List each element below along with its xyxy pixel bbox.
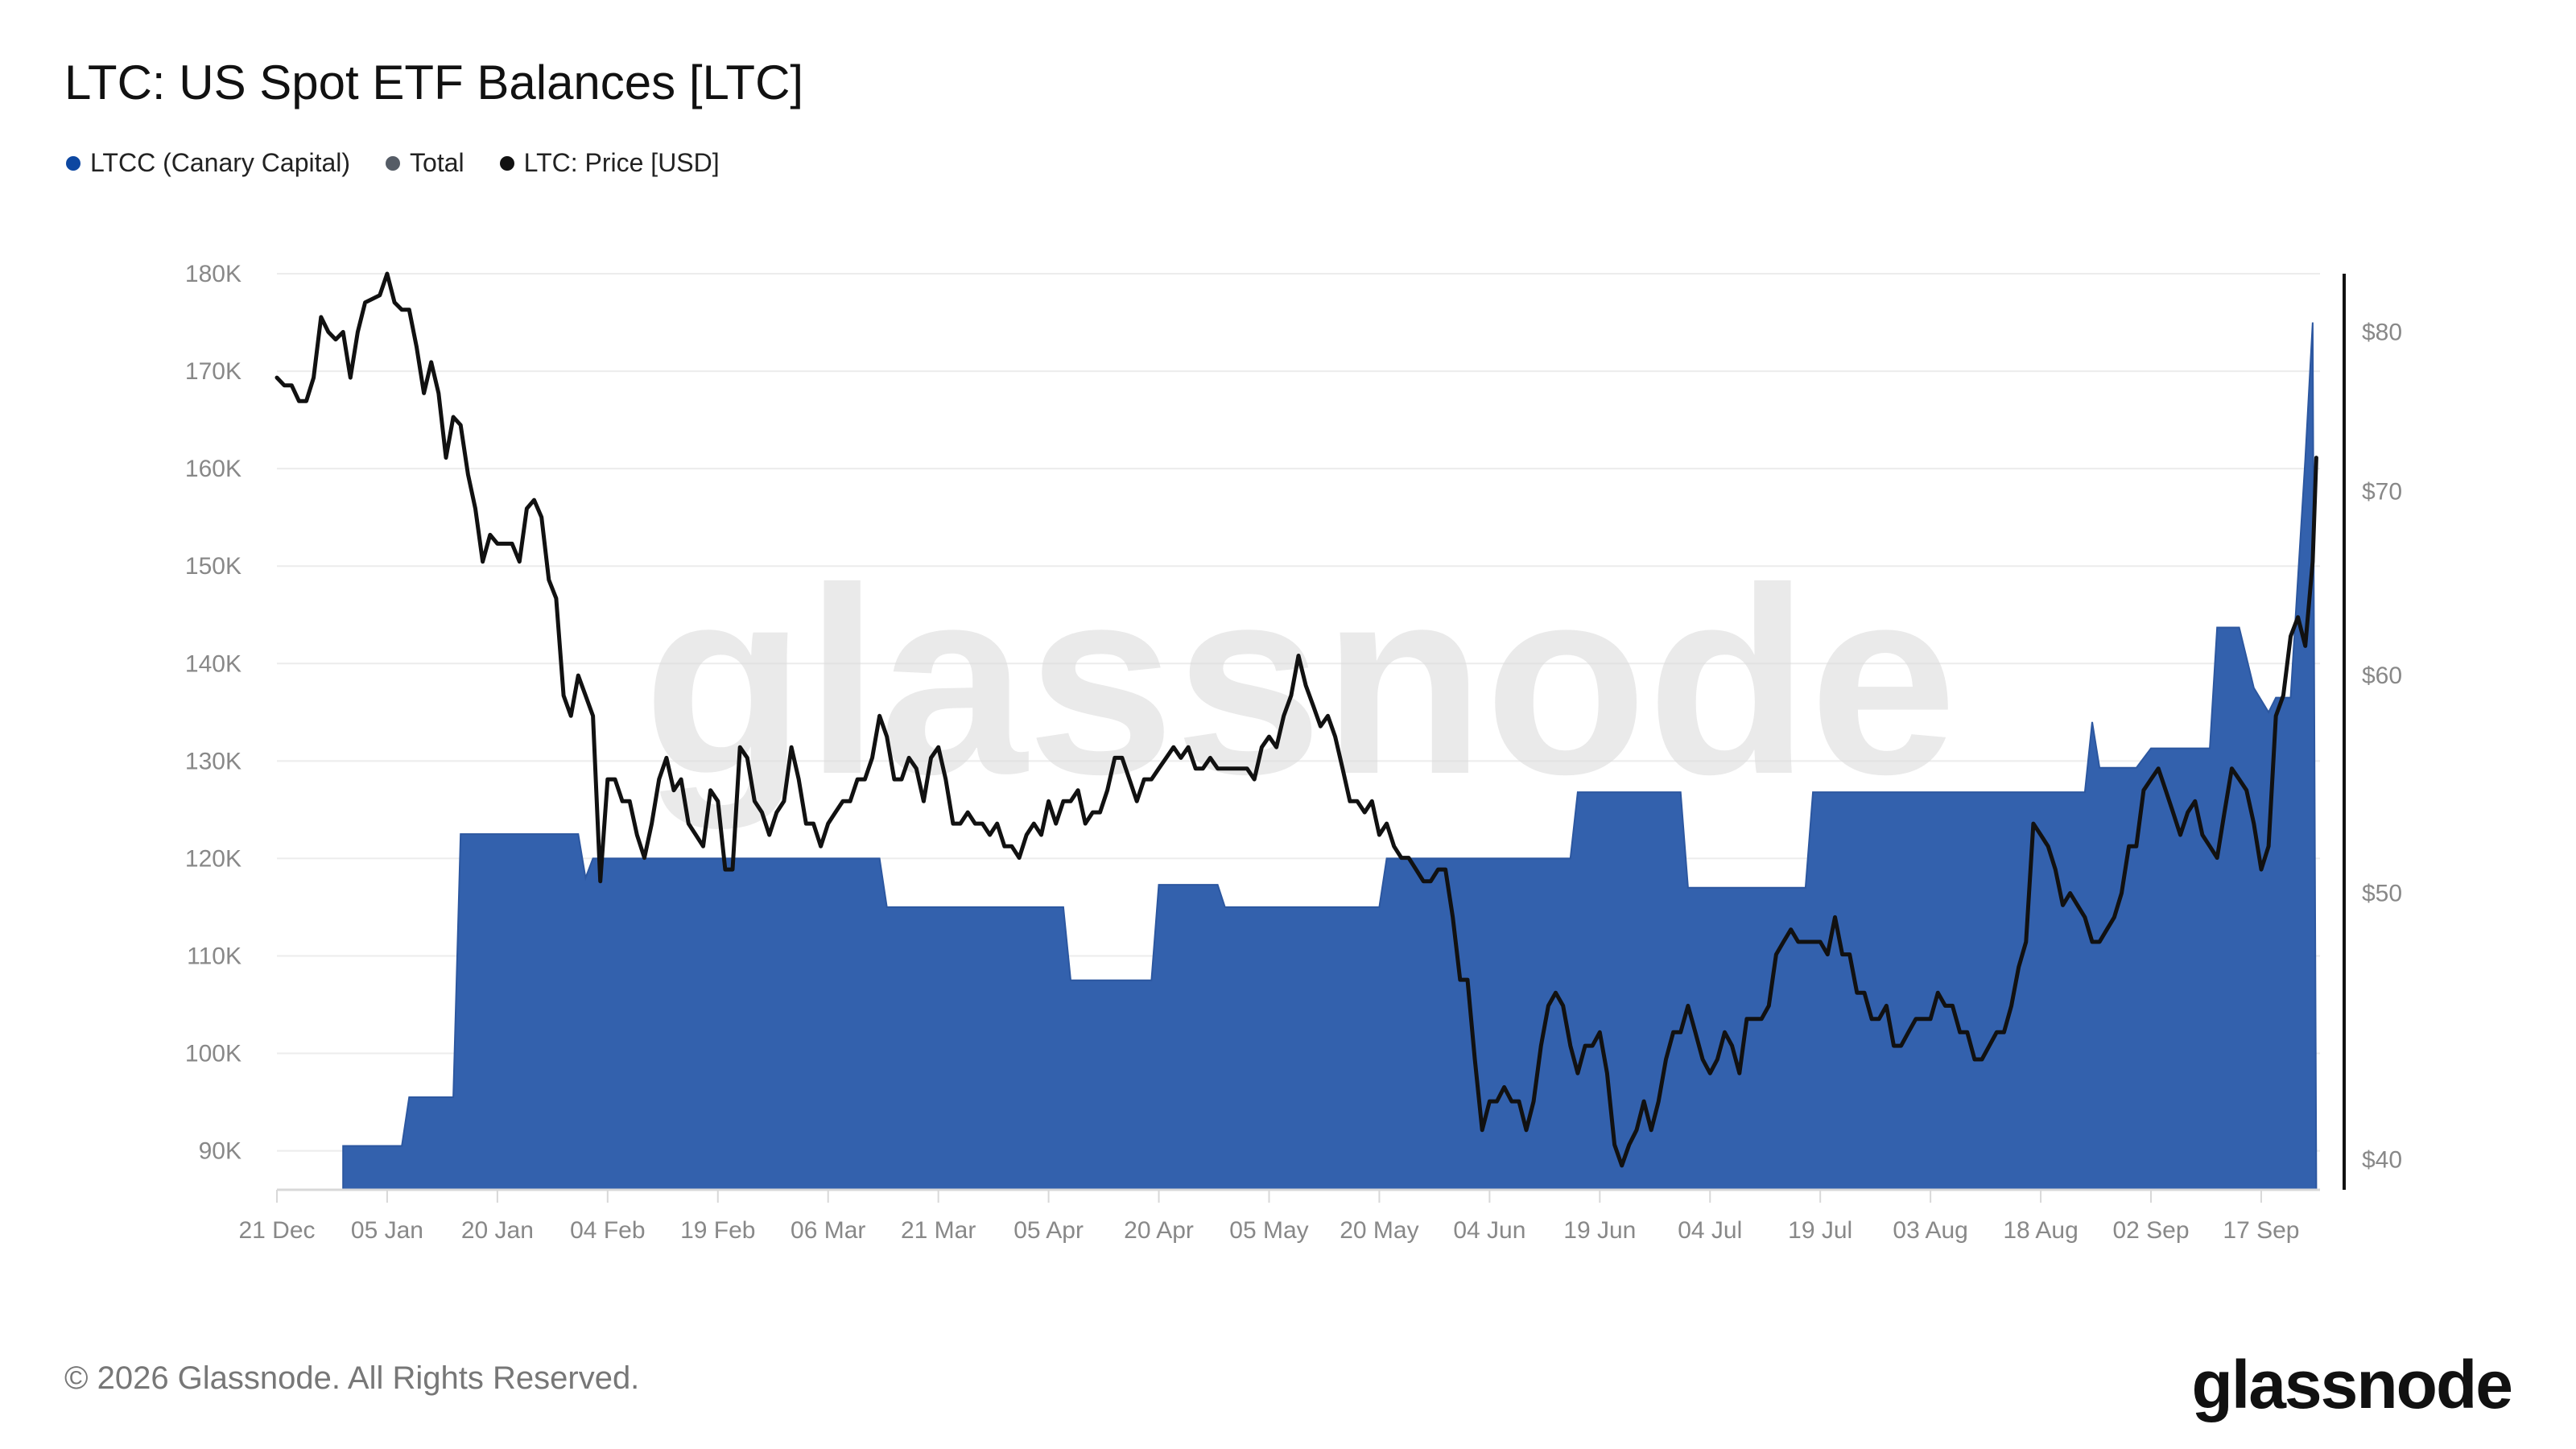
y2-tick-label: $60 (2362, 663, 2402, 689)
legend-item-price[interactable]: LTC: Price [USD] (499, 148, 720, 178)
x-tick-label: 05 Apr (1013, 1217, 1084, 1244)
y-tick-label: 170K (185, 358, 242, 385)
footer-logo[interactable]: glassnode (2191, 1347, 2513, 1422)
legend-dot-price (499, 155, 514, 171)
x-tick-label: 06 Mar (791, 1217, 865, 1244)
x-tick-label: 04 Jul (1678, 1217, 1742, 1244)
legend-dot-ltcc (66, 155, 80, 171)
x-tick-label: 04 Feb (570, 1217, 645, 1244)
y-tick-label: 180K (185, 261, 242, 287)
legend-item-ltcc[interactable]: LTCC (Canary Capital) (66, 148, 350, 178)
y2-tick-label: $40 (2362, 1146, 2402, 1173)
x-tick-label: 05 Jan (351, 1217, 423, 1244)
x-tick-label: 19 Feb (680, 1217, 755, 1244)
y2-tick-label: $50 (2362, 880, 2402, 906)
x-tick-label: 20 May (1340, 1217, 1418, 1244)
y-axis-right-ticks: $40 $50 $60 $70 $80 (2362, 319, 2402, 1173)
chart-title: LTC: US Spot ETF Balances [LTC] (64, 56, 804, 109)
x-tick-label: 05 May (1229, 1217, 1308, 1244)
x-tick-label: 18 Aug (2003, 1217, 2078, 1244)
y2-tick-label: $80 (2362, 319, 2402, 345)
y-tick-label: 110K (187, 943, 242, 969)
x-tick-label: 03 Aug (1893, 1217, 1967, 1244)
x-tick-label: 17 Sep (2223, 1217, 2299, 1244)
legend: LTCC (Canary Capital) Total LTC: Price [… (66, 148, 720, 178)
legend-dot-total (386, 155, 401, 171)
price-line-layer (275, 271, 2318, 1168)
y-tick-label: 100K (185, 1041, 242, 1067)
x-tick-label: 20 Apr (1124, 1217, 1194, 1244)
legend-label-price: LTC: Price [USD] (523, 148, 720, 177)
ltcc-area-layer (342, 322, 2318, 1191)
y-tick-label: 90K (199, 1138, 242, 1165)
y-tick-label: 120K (185, 845, 242, 872)
x-tick-label: 19 Jul (1788, 1217, 1852, 1244)
x-tick-label: 19 Jun (1563, 1217, 1636, 1244)
x-tick-label: 04 Jun (1453, 1217, 1525, 1244)
y2-tick-label: $70 (2362, 478, 2402, 505)
x-tick-label: 21 Mar (901, 1217, 976, 1244)
x-tick-label: 21 Dec (238, 1217, 315, 1244)
x-axis-ticks: 21 Dec 05 Jan 20 Jan 04 Feb 19 Feb 06 Mar 21 M… (238, 1190, 2300, 1244)
legend-item-total[interactable]: Total (386, 148, 464, 178)
legend-label-ltcc: LTCC (Canary Capital) (90, 148, 351, 177)
x-tick-label: 20 Jan (461, 1217, 534, 1244)
ltcc-area[interactable] (342, 322, 2318, 1191)
y-tick-label: 140K (185, 650, 242, 677)
legend-label-total: Total (410, 148, 464, 177)
axes (277, 274, 2346, 1191)
y-tick-label: 160K (185, 456, 242, 482)
price-line[interactable] (275, 271, 2318, 1168)
y-axis-left-ticks: 90K 100K 110K 120K 130K 140K 150K 160K 170K 180K (185, 261, 242, 1165)
y-tick-label: 130K (185, 748, 242, 774)
footer-copyright: © 2026 Glassnode. All Rights Reserved. (64, 1360, 640, 1396)
y-tick-label: 150K (185, 553, 242, 580)
x-tick-label: 02 Sep (2112, 1217, 2189, 1244)
watermark: glassnode (643, 532, 1957, 831)
